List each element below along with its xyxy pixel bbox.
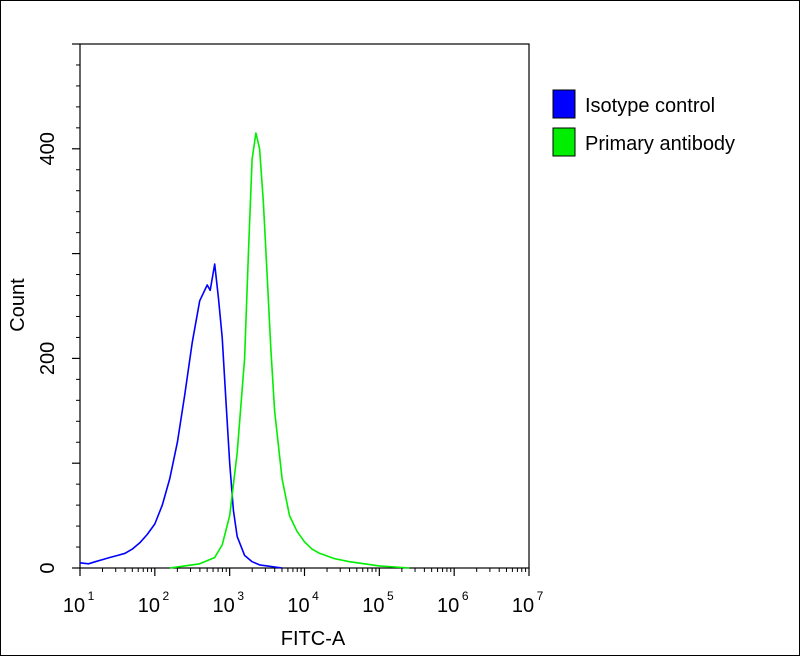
x-axis: 10 1 10 2 10 3 10 4 10 5 10 6 10 7 [63, 568, 544, 617]
y-axis-title: Count [7, 278, 29, 332]
x-tick-exponent: 6 [462, 589, 469, 603]
x-tick-exponent: 1 [88, 589, 95, 603]
plot-area [79, 43, 530, 569]
x-tick-exponent: 2 [162, 589, 169, 603]
series-line-primary-antibody [169, 132, 410, 569]
x-tick-label: 10 [437, 595, 459, 617]
x-tick-exponent: 7 [537, 589, 544, 603]
x-tick-label: 10 [287, 595, 309, 617]
y-tick-label: 400 [37, 132, 59, 165]
y-tick-label: 200 [37, 342, 59, 375]
x-tick-label: 10 [213, 595, 235, 617]
x-tick-label: 10 [63, 595, 85, 617]
y-tick-label: 0 [37, 562, 59, 573]
x-tick-label: 10 [512, 595, 534, 617]
legend: Isotype control Primary antibody [552, 89, 735, 157]
x-tick-exponent: 5 [387, 589, 394, 603]
legend-swatch [552, 89, 576, 119]
legend-swatch [552, 127, 576, 157]
legend-label: Isotype control [585, 95, 715, 117]
legend-label: Primary antibody [585, 133, 735, 155]
x-tick-exponent: 4 [312, 589, 319, 603]
series-line-isotype-control [79, 263, 283, 569]
y-axis: 0 200 400 [37, 43, 80, 574]
x-axis-title: FITC-A [281, 628, 346, 650]
series-layer [79, 132, 410, 569]
x-tick-exponent: 3 [237, 589, 244, 603]
x-tick-label: 10 [362, 595, 384, 617]
x-tick-label: 10 [138, 595, 160, 617]
